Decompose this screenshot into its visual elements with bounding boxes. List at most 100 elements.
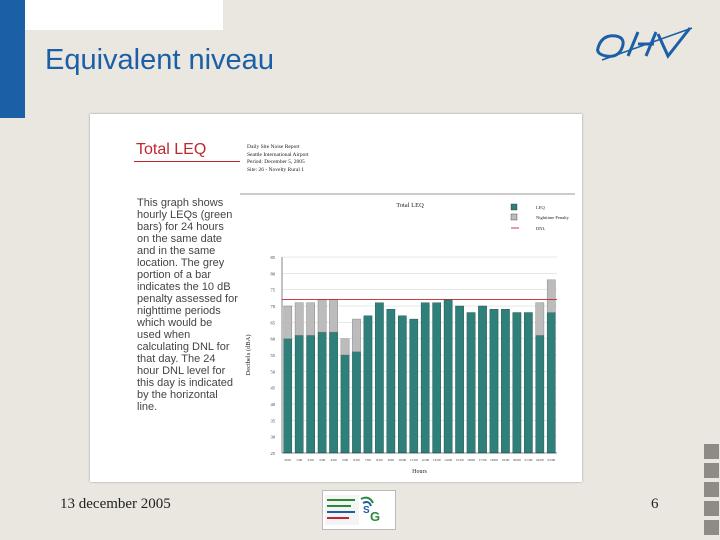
bar-leq (363, 315, 373, 454)
bar-penalty (546, 279, 556, 313)
bar-leq (317, 331, 327, 454)
bar-leq (283, 338, 293, 454)
svg-text:G: G (370, 509, 380, 524)
x-axis-label: Hours (412, 469, 427, 475)
x-tick-label: 22:00 (536, 458, 544, 462)
x-tick-label: 9:00 (388, 458, 394, 462)
y-tick-label: 60 (271, 337, 276, 342)
bar-leq (524, 312, 533, 454)
y-tick-label: 25 (271, 451, 276, 456)
legend-swatch-penalty (510, 213, 518, 221)
bar-leq (375, 302, 384, 454)
x-tick-label: 20:00 (513, 458, 521, 462)
bar-leq (420, 302, 430, 454)
ohv-logo-icon (596, 27, 693, 61)
bar-leq (432, 302, 442, 454)
legend-swatch-leq (510, 203, 518, 211)
x-tick-label: 19:00 (501, 458, 509, 462)
bar-leq (294, 335, 304, 454)
report-header: Daily Site Noise Report Seattle Internat… (247, 144, 309, 174)
bar-leq (306, 335, 315, 454)
y-tick-label: 85 (271, 255, 276, 260)
bar-leq (409, 318, 419, 454)
bar-penalty (306, 302, 315, 336)
report-line: Daily Site Noise Report (247, 144, 300, 150)
heading-underline (134, 161, 240, 162)
y-tick-label: 75 (271, 288, 276, 293)
panel-heading: Total LEQ (136, 141, 207, 158)
bar-leq (466, 312, 476, 454)
svg-text:S: S (363, 505, 370, 516)
bar-leq (352, 351, 361, 454)
y-tick-label: 50 (271, 369, 276, 374)
panel-description: This graph shows hourly LEQs (green bars… (137, 197, 238, 413)
bar-leq (386, 309, 396, 454)
legend-label: DNL (536, 226, 545, 231)
bar-penalty (329, 299, 338, 333)
header-band (25, 0, 223, 30)
legend-label: Nighttime Penalty (536, 215, 570, 220)
bar-leq (340, 354, 350, 454)
y-tick-label: 45 (271, 386, 276, 391)
y-tick-label: 40 (271, 402, 276, 407)
footer-date: 13 december 2005 (60, 496, 171, 512)
bar-penalty (352, 318, 361, 352)
x-tick-label: 15:00 (456, 458, 464, 462)
y-tick-label: 65 (271, 320, 276, 325)
chart-panel: Total LEQ This graph shows hourly LEQs (… (90, 114, 582, 482)
bar-penalty (535, 302, 545, 336)
bar-leq (478, 305, 487, 454)
x-tick-label: 5:00 (342, 458, 348, 462)
bar-leq (397, 315, 407, 454)
slide-title: Equivalent niveau (45, 44, 274, 76)
leq-bar-chart: Total LEQ 25 30 35 40 45 50 55 60 65 70 75 80 85 0:00 1… (240, 193, 575, 475)
bar-leq (489, 309, 499, 454)
x-tick-label: 11:00 (410, 458, 418, 462)
x-tick-label: 18:00 (490, 458, 498, 462)
bar-leq (535, 335, 545, 454)
bar-penalty (317, 299, 327, 333)
bar-penalty (283, 305, 293, 339)
x-tick-label: 2:00 (308, 458, 314, 462)
x-tick-label: 23:00 (547, 458, 555, 462)
bar-leq (443, 299, 453, 454)
x-tick-label: 13:00 (433, 458, 441, 462)
deco-square (704, 482, 719, 497)
report-line: Site: 26 - Novelty Rural 1 (247, 166, 304, 173)
deco-square (704, 520, 719, 535)
x-tick-label: 6:00 (353, 458, 359, 462)
y-tick-label: 55 (271, 353, 276, 358)
y-tick-label: 35 (271, 418, 276, 423)
y-tick-label: 80 (271, 271, 276, 276)
y-tick-label: 30 (271, 435, 276, 440)
x-tick-label: 12:00 (421, 458, 429, 462)
x-tick-label: 17:00 (479, 458, 487, 462)
bar-leq (455, 305, 464, 454)
bar-leq (546, 312, 556, 454)
nsg-badge-icon: G S (322, 490, 396, 530)
bar-leq (501, 309, 510, 454)
bar-leq (329, 331, 338, 454)
report-line: Seattle International Airport (247, 151, 309, 158)
page-number: 6 (651, 496, 659, 512)
x-tick-label: 7:00 (365, 458, 371, 462)
x-tick-label: 8:00 (376, 458, 382, 462)
x-tick-label: 21:00 (524, 458, 532, 462)
legend-label: LEQ (536, 205, 545, 210)
deco-square (704, 444, 719, 459)
x-tick-label: 16:00 (467, 458, 475, 462)
bar-penalty (294, 302, 304, 336)
x-tick-label: 10:00 (398, 458, 406, 462)
report-line: Period: December 5, 2005 (247, 159, 305, 165)
chart-title: Total LEQ (396, 202, 424, 209)
x-tick-label: 1:00 (296, 458, 302, 462)
x-tick-label: 0:00 (285, 458, 291, 462)
deco-square (704, 501, 719, 516)
bar-leq (512, 312, 522, 454)
deco-square (704, 463, 719, 478)
x-tick-label: 4:00 (330, 458, 336, 462)
x-tick-label: 3:00 (319, 458, 325, 462)
bar-penalty (340, 338, 350, 356)
x-tick-label: 14:00 (444, 458, 452, 462)
accent-bar (0, 0, 25, 118)
